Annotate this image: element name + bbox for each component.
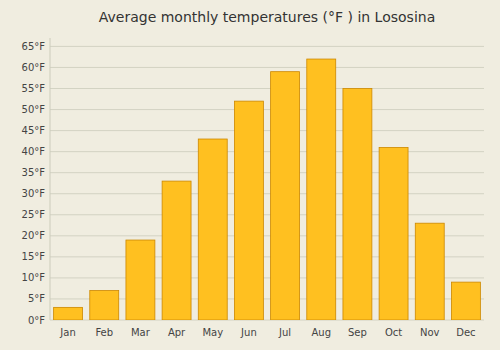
x-tick-label: Sep [348,327,367,338]
bar [343,89,372,320]
y-tick-label: 65°F [22,41,46,52]
x-tick-label: Mar [131,327,151,338]
y-tick-label: 60°F [22,62,46,73]
y-tick-label: 5°F [28,293,45,304]
y-tick-label: 20°F [22,230,46,241]
x-tick-label: Jul [278,327,291,338]
bar [451,282,480,320]
bar [126,240,155,320]
x-tick-label: Nov [420,327,440,338]
grid-line [50,214,484,215]
bar [307,59,336,320]
y-axis: 0°F 5°F 10°F 15°F 20°F 25°F 30°F 35°F 40°F 45°F 50… [22,38,50,326]
grid-line [50,151,484,152]
x-tick-label: Dec [456,327,475,338]
background [0,0,500,350]
grid-line [50,88,484,89]
x-tick-label: Apr [168,327,186,338]
grid-line [50,46,484,47]
y-tick-label: 25°F [22,209,46,220]
bars [54,59,481,320]
bar [234,101,263,320]
grid-line [50,130,484,131]
y-tick-label: 50°F [22,104,46,115]
x-tick-label: Oct [385,327,402,338]
y-tick-label: 35°F [22,167,46,178]
x-tick-label: Feb [95,327,113,338]
bar [162,181,191,320]
y-tick-label: 55°F [22,83,46,94]
grid-line [50,67,484,68]
x-tick-label: Jan [59,327,75,338]
y-tick-label: 30°F [22,188,46,199]
grid-line [50,193,484,194]
y-axis-line [50,38,51,320]
grid [50,46,484,320]
bar [379,147,408,320]
x-tick-label: May [202,327,223,338]
grid-line [50,172,484,173]
chart-container: Average monthly temperatures (°F ) in Lo… [0,0,500,350]
x-tick-label: Aug [311,327,331,338]
y-tick-label: 0°F [28,315,45,326]
chart-svg: Average monthly temperatures (°F ) in Lo… [0,0,500,350]
grid-line [50,109,484,110]
y-tick-label: 15°F [22,251,46,262]
bar [271,72,300,320]
bar [90,291,119,320]
bar [198,139,227,320]
title: Average monthly temperatures (°F ) in Lo… [99,9,435,25]
bar [415,223,444,320]
y-tick-label: 45°F [22,125,46,136]
bar [54,307,83,320]
x-axis: Jan Feb Mar Apr May Jun Jul Aug Sep Oct Nov Dec [59,327,475,338]
y-tick-label: 10°F [22,272,46,283]
x-tick-label: Jun [240,327,257,338]
y-tick-label: 40°F [22,146,46,157]
